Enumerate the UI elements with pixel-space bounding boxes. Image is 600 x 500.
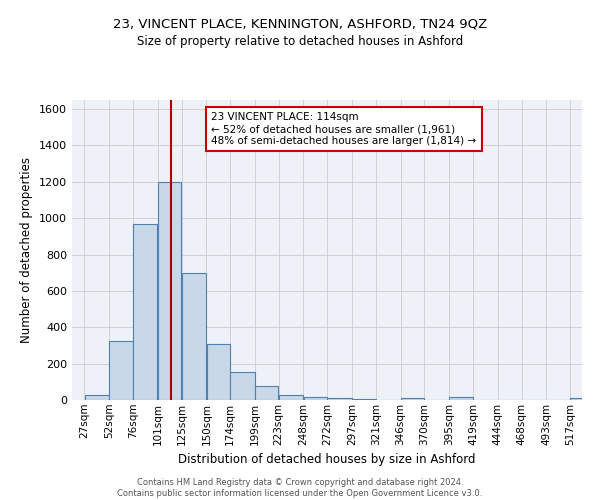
Y-axis label: Number of detached properties: Number of detached properties — [20, 157, 34, 343]
Bar — [206, 344, 230, 400]
Bar — [133, 224, 157, 400]
Bar — [109, 341, 133, 400]
Bar — [182, 272, 206, 400]
Bar — [85, 395, 109, 400]
Bar — [449, 398, 473, 400]
Bar — [352, 398, 376, 400]
Bar — [304, 396, 327, 400]
Text: 23, VINCENT PLACE, KENNINGTON, ASHFORD, TN24 9QZ: 23, VINCENT PLACE, KENNINGTON, ASHFORD, … — [113, 18, 487, 30]
Bar — [158, 182, 181, 400]
Bar — [230, 372, 254, 400]
Bar — [279, 395, 303, 400]
Bar — [571, 398, 593, 400]
Bar — [401, 398, 424, 400]
Text: Contains HM Land Registry data © Crown copyright and database right 2024.
Contai: Contains HM Land Registry data © Crown c… — [118, 478, 482, 498]
X-axis label: Distribution of detached houses by size in Ashford: Distribution of detached houses by size … — [178, 453, 476, 466]
Bar — [328, 398, 352, 400]
Text: 23 VINCENT PLACE: 114sqm
← 52% of detached houses are smaller (1,961)
48% of sem: 23 VINCENT PLACE: 114sqm ← 52% of detach… — [211, 112, 476, 146]
Bar — [255, 386, 278, 400]
Text: Size of property relative to detached houses in Ashford: Size of property relative to detached ho… — [137, 35, 463, 48]
